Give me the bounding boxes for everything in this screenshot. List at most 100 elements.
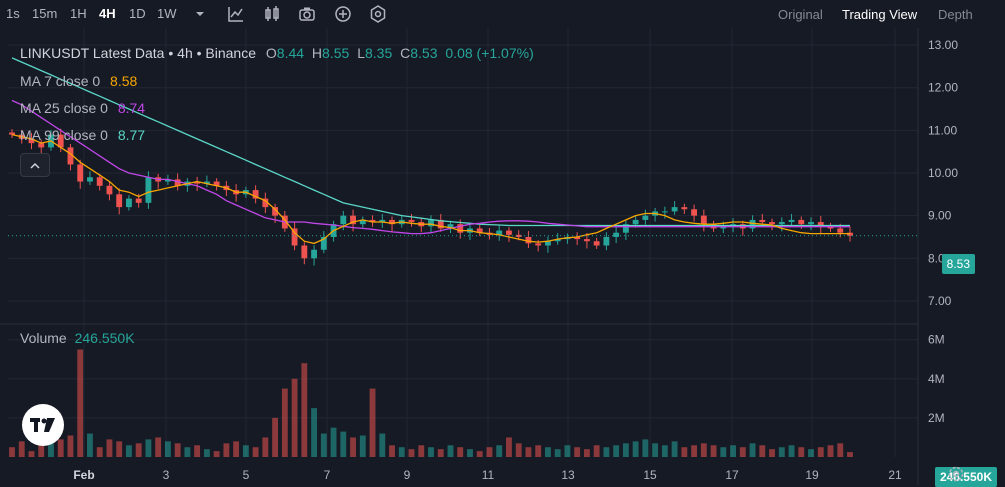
ma25-value: 8.74 (117, 100, 146, 116)
candle-body (700, 215, 707, 225)
volume-bar (48, 443, 54, 457)
volume-bar (778, 447, 785, 457)
volume-bar (457, 447, 464, 457)
volume-bar (642, 439, 649, 457)
candle-body (389, 219, 395, 225)
candle-body (320, 236, 327, 250)
view-depth[interactable]: Depth (938, 7, 973, 22)
gear-icon[interactable] (946, 464, 966, 484)
settings-icon[interactable] (368, 4, 388, 24)
volume-bar (9, 447, 15, 457)
volume-bar (18, 441, 25, 457)
view-trading-view[interactable]: Trading View (842, 7, 918, 22)
candle-body (194, 181, 201, 184)
volume-bar (486, 447, 493, 457)
volume-bar (320, 433, 327, 457)
add-indicator-icon[interactable] (333, 4, 353, 24)
tradingview-logo-icon (30, 417, 55, 432)
candle-body (369, 219, 376, 223)
high-label: H (311, 45, 323, 61)
candle-body (87, 177, 93, 182)
ma7-legend[interactable]: MA 7 close 0 8.58 (20, 73, 137, 89)
timeframe-1h[interactable]: 1H (70, 6, 87, 21)
candle-body (126, 198, 132, 208)
price-axis-label: 11.00 (928, 123, 957, 137)
timeframe-15m[interactable]: 15m (32, 6, 58, 21)
candle-body (671, 207, 678, 212)
ma99-line (11, 57, 850, 227)
chart-grid (0, 28, 919, 485)
volume-bar (506, 437, 512, 457)
time-axis-label: 17 (725, 468, 739, 482)
volume-bar (613, 445, 620, 457)
volume-bar (769, 449, 775, 457)
volume-bar (710, 445, 717, 457)
candle-body (437, 219, 444, 229)
volume-bar (564, 445, 571, 457)
volume-bar (808, 449, 814, 457)
volume-axis-label: 2M (928, 411, 945, 425)
time-axis-label: 7 (324, 468, 331, 482)
candle-body (164, 179, 171, 182)
ma99-value: 8.77 (117, 127, 146, 143)
candle-body (506, 230, 512, 235)
ma7-value: 8.58 (110, 73, 138, 89)
chart-type-icon[interactable] (226, 4, 246, 24)
collapse-legend-button[interactable] (20, 153, 50, 177)
volume-bar (350, 437, 356, 457)
volume-bar (213, 451, 220, 457)
volume-bar (369, 388, 376, 457)
volume-bar (700, 443, 707, 457)
timeframe-1s[interactable]: 1s (6, 6, 20, 21)
candle-body (379, 219, 386, 223)
candle-body (135, 198, 142, 203)
volume-bar (389, 445, 395, 457)
volume-bar (739, 447, 746, 457)
candle-body (593, 241, 600, 246)
ma7-line (11, 133, 850, 245)
moving-average-lines (11, 57, 850, 245)
candle-body (788, 219, 795, 223)
candle-body (535, 243, 542, 246)
candle-body (778, 222, 785, 225)
ma25-legend[interactable]: MA 25 close 0 8.74 (20, 100, 145, 116)
timeframe-1d[interactable]: 1D (129, 6, 146, 21)
candle-body (262, 198, 269, 208)
volume-bar (28, 451, 35, 457)
volume-bar (583, 449, 590, 457)
candle-body (213, 181, 220, 186)
volume-bar (330, 427, 337, 457)
timeframe-1w[interactable]: 1W (157, 6, 177, 21)
price-chart[interactable]: 13.0012.0011.0010.009.008.007.006M4M2MFe… (0, 28, 1005, 485)
volume-value: 246.550K (74, 330, 135, 346)
timeframe-4h[interactable]: 4H (99, 6, 116, 21)
candle-body (574, 236, 581, 240)
tradingview-logo[interactable] (22, 404, 64, 446)
candle-body (661, 211, 668, 213)
candle-body (545, 241, 551, 246)
volume-bar (837, 443, 844, 457)
candle-body (9, 132, 15, 135)
volume-bar (408, 449, 415, 457)
candle-body (808, 222, 814, 225)
volume-bar (847, 452, 853, 457)
view-original[interactable]: Original (778, 7, 823, 22)
chevron-down-icon[interactable] (190, 4, 210, 24)
candle-body (583, 239, 590, 242)
bar-style-icon[interactable] (262, 4, 282, 24)
camera-icon[interactable] (297, 4, 317, 24)
candle-body (817, 222, 824, 227)
price-axis-label: 10.00 (928, 166, 958, 180)
candle-body (769, 222, 775, 225)
volume-bar (827, 445, 834, 457)
volume-bar (681, 447, 688, 457)
volume-bar (106, 439, 113, 457)
candle-body (203, 181, 210, 184)
ma7-label: MA 7 close 0 (20, 73, 101, 89)
volume-bar (184, 447, 191, 457)
volume-bar (418, 445, 425, 457)
ma25-line (11, 99, 850, 235)
candle-body (720, 226, 727, 229)
ma99-legend[interactable]: MA 99 close 0 8.77 (20, 127, 145, 143)
volume-bar (817, 447, 824, 457)
